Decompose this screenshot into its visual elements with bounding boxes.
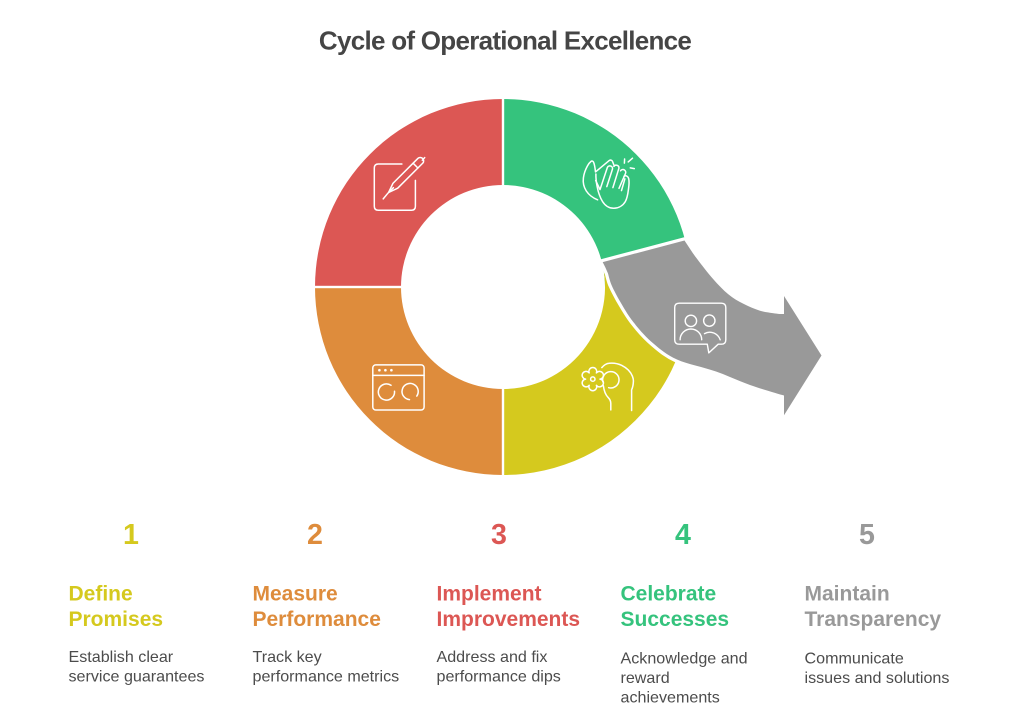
svg-text:Celebrate: Celebrate bbox=[621, 582, 717, 605]
svg-text:Performance: Performance bbox=[253, 608, 381, 631]
svg-text:performance metrics: performance metrics bbox=[253, 667, 400, 685]
svg-text:5: 5 bbox=[859, 519, 875, 551]
svg-text:3: 3 bbox=[491, 519, 507, 551]
svg-text:Define: Define bbox=[69, 582, 133, 605]
svg-text:Acknowledge and: Acknowledge and bbox=[621, 650, 748, 668]
svg-text:Track key: Track key bbox=[253, 648, 323, 666]
svg-text:Improvements: Improvements bbox=[437, 608, 581, 631]
svg-text:Successes: Successes bbox=[621, 608, 730, 631]
svg-text:2: 2 bbox=[307, 519, 323, 551]
svg-text:Measure: Measure bbox=[253, 582, 338, 605]
svg-text:4: 4 bbox=[675, 519, 691, 551]
svg-text:reward: reward bbox=[621, 669, 670, 687]
svg-text:Communicate: Communicate bbox=[805, 650, 904, 668]
svg-text:performance dips: performance dips bbox=[437, 667, 561, 685]
svg-text:Promises: Promises bbox=[69, 608, 164, 631]
svg-text:Transparency: Transparency bbox=[805, 608, 942, 631]
svg-text:1: 1 bbox=[123, 519, 139, 551]
svg-text:Cycle of Operational Excellenc: Cycle of Operational Excellence bbox=[319, 25, 691, 55]
svg-text:achievements: achievements bbox=[621, 689, 720, 707]
svg-text:Implement: Implement bbox=[437, 582, 542, 605]
svg-text:Maintain: Maintain bbox=[805, 582, 890, 605]
svg-text:Establish clear: Establish clear bbox=[69, 648, 174, 666]
svg-text:Address and fix: Address and fix bbox=[437, 648, 548, 666]
svg-text:service guarantees: service guarantees bbox=[69, 667, 205, 685]
svg-text:issues and solutions: issues and solutions bbox=[805, 669, 950, 687]
